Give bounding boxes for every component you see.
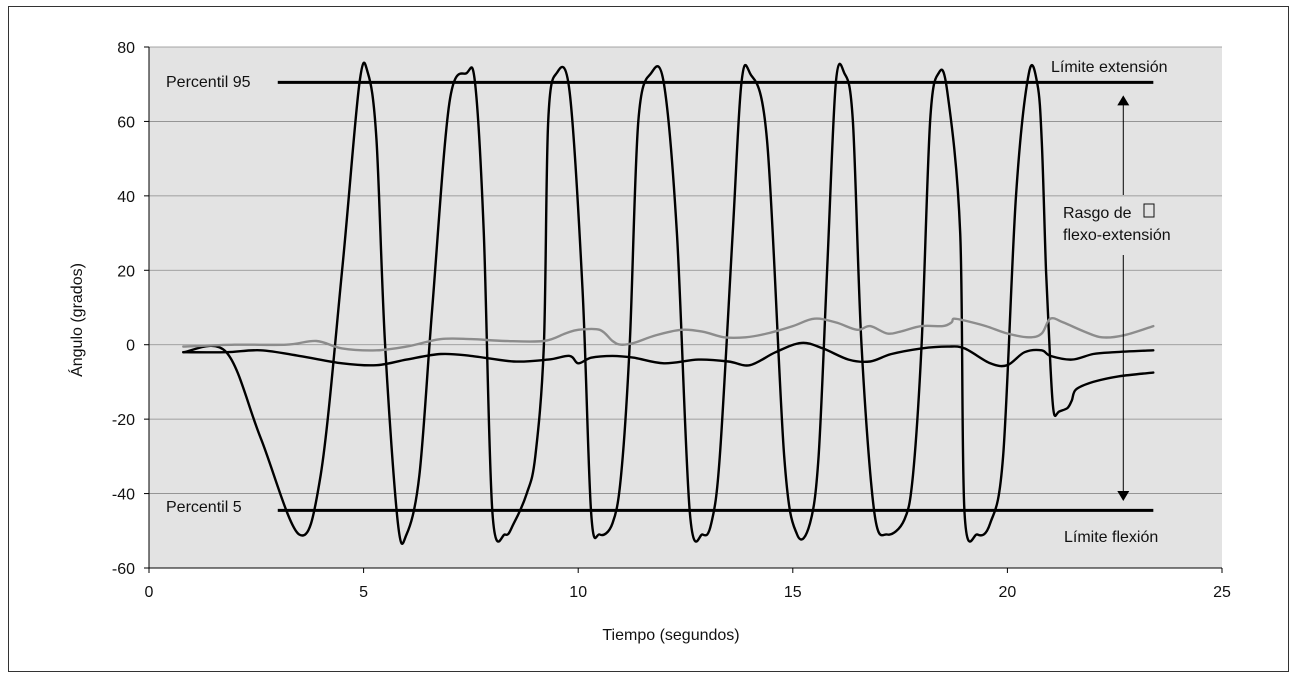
range-label-line1: Rasgo de — [1063, 205, 1132, 222]
flexo-extension-series — [182, 61, 1155, 546]
x-tick-label-15: 15 — [784, 584, 802, 601]
x-tick-label-0: 0 — [145, 584, 154, 601]
p5-label: Percentil 5 — [166, 499, 242, 516]
y-tick-label--40: -40 — [112, 487, 135, 504]
y-tick-label-80: 80 — [117, 40, 135, 57]
grey-baseline-series — [182, 316, 1155, 352]
x-tick-label-25: 25 — [1213, 584, 1231, 601]
axes — [148, 47, 1222, 569]
x-tick-label-20: 20 — [999, 584, 1017, 601]
x-tick-label-10: 10 — [569, 584, 587, 601]
plot-area — [149, 47, 1222, 568]
reference-lines — [277, 80, 1154, 512]
y-tick-label-0: 0 — [126, 338, 135, 355]
x-tick-label-5: 5 — [359, 584, 368, 601]
y-tick-label--60: -60 — [112, 561, 135, 578]
y-tick-label-60: 60 — [117, 114, 135, 131]
x-axis-label: Tiempo (segundos) — [602, 627, 739, 644]
y-tick-label--20: -20 — [112, 412, 135, 429]
tick-labels: -60 -40 -20 0 20 40 60 80 0 5 10 15 20 25 — [112, 40, 1231, 601]
y-axis-label: Ángulo (grados) — [67, 263, 86, 377]
extension-limit-label: Límite extensión — [1051, 59, 1168, 76]
range-label-line2: flexo-extensión — [1063, 227, 1171, 244]
range-arrow-head-down — [1117, 491, 1130, 502]
series-lines — [182, 61, 1155, 546]
chart-frame — [8, 6, 1289, 672]
range-arrow-head-up — [1117, 95, 1130, 106]
y-tick-label-20: 20 — [117, 263, 135, 280]
missing-glyph-box — [1143, 203, 1155, 218]
p95-label: Percentil 95 — [166, 74, 251, 91]
range-arrow — [1117, 95, 1130, 502]
flexion-limit-label: Límite flexión — [1064, 529, 1158, 546]
y-tick-label-40: 40 — [117, 189, 135, 206]
annotations: Percentil 95 Percentil 5 Límite extensió… — [166, 59, 1171, 546]
dark-baseline-series — [182, 341, 1155, 368]
